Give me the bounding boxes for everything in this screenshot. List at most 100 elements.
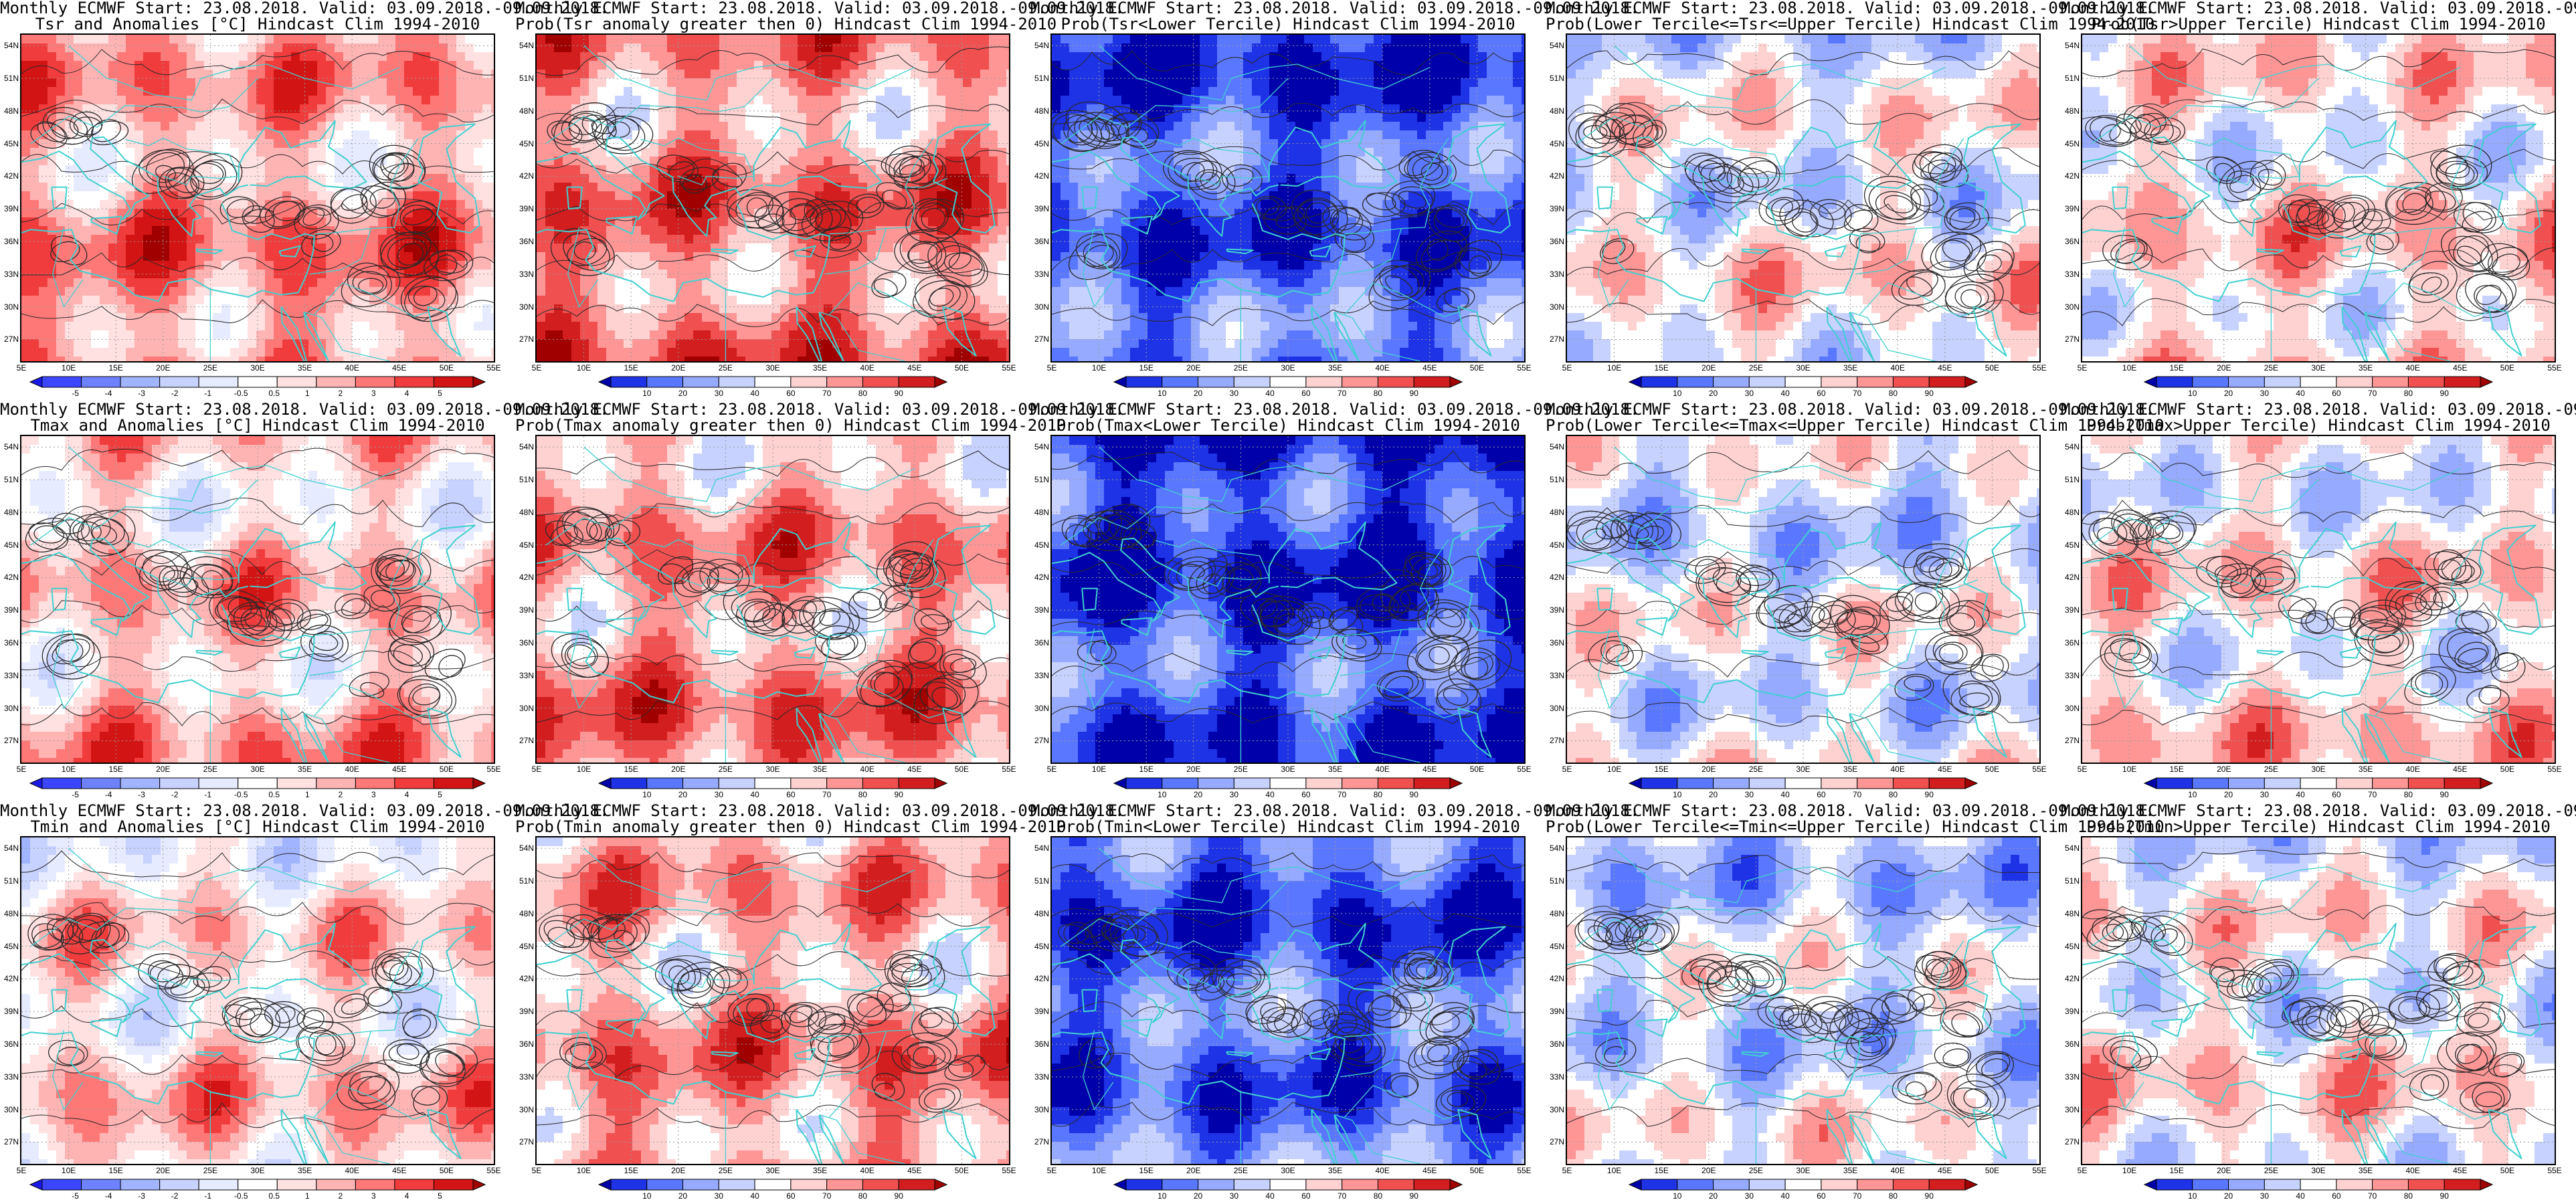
latitude-tick-label: 48N [1546,508,1564,516]
longitude-tick-label: 30E [1796,765,1810,773]
panel-title-line2: Prob(Tsr anomaly greater then 0) Hindcas… [515,16,1056,32]
forecast-panel: Monthly ECMWF Start: 23.08.2018. Valid: … [515,803,1124,1204]
latitude-tick-label: 33N [0,1073,19,1081]
colorbar-label: 10 [642,1192,651,1200]
colorbar-label: -5 [72,1192,79,1200]
colorbar-label: 20 [1709,389,1718,397]
longitude-tick-label: 30E [250,364,264,372]
longitude-tick-label: 45E [392,364,406,372]
colorbar-label: 60 [1817,791,1825,799]
panel-title-line1: Monthly ECMWF Start: 23.08.2018. Valid: … [0,803,609,819]
longitude-tick-label: 25E [2264,1167,2278,1175]
longitude-tick-label: 35E [1843,1167,1857,1175]
latitude-tick-label: 36N [0,639,19,647]
latitude-tick-label: 27N [0,736,19,744]
longitude-tick-label: 10E [62,364,76,372]
colorbar [1113,1179,1463,1191]
latitude-tick-label: 42N [1546,975,1564,983]
colorbar-label: 80 [1889,389,1898,397]
colorbar-label: 5 [438,791,442,799]
latitude-tick-label: 39N [0,205,19,213]
colorbar-label: -0.5 [234,791,248,799]
latitude-tick-label: 51N [1030,74,1049,82]
latitude-tick-label: 30N [1546,303,1564,311]
latitude-tick-label: 36N [0,1040,19,1048]
longitude-tick-label: 15E [624,765,638,773]
forecast-panel: Monthly ECMWF Start: 23.08.2018. Valid: … [2061,803,2576,1204]
latitude-tick-label: 45N [515,541,534,549]
colorbar-label: 70 [822,1192,831,1200]
longitude-tick-label: 55E [1002,364,1016,372]
latitude-tick-label: 51N [1030,476,1049,484]
latitude-tick-label: 51N [515,877,534,885]
forecast-map [20,836,495,1165]
latitude-tick-label: 42N [2061,172,2080,180]
longitude-tick-label: 50E [1470,364,1484,372]
colorbar-label: 90 [1925,791,1934,799]
longitude-tick-label: 10E [1607,1167,1621,1175]
map-svg [2082,436,2555,763]
forecast-map [1566,836,2041,1165]
colorbar-label: 40 [1265,791,1274,799]
panel-title-line2: Tmax and Anomalies [°C] Hindcast Clim 19… [0,417,515,433]
forecast-map [20,435,495,764]
longitude-tick-label: 35E [813,765,827,773]
colorbar-label: 60 [1817,389,1825,397]
colorbar-label: -4 [105,791,112,799]
panel-title-line1: Monthly ECMWF Start: 23.08.2018. Valid: … [1546,401,2154,417]
longitude-tick-label: 25E [1234,1167,1248,1175]
longitude-tick-label: 40E [860,1167,875,1175]
longitude-tick-label: 50E [955,364,969,372]
colorbar [597,376,948,388]
latitude-tick-label: 27N [1030,1138,1049,1146]
colorbar-label: 60 [1301,791,1310,799]
colorbar-label: 5 [438,389,442,397]
longitude-tick-label: 25E [1749,765,1763,773]
longitude-tick-label: 25E [2264,765,2278,773]
colorbar-label: 90 [895,1192,903,1200]
latitude-tick-label: 39N [0,1007,19,1015]
colorbar-label: 10 [1673,389,1681,397]
colorbar-label: -1 [204,1192,211,1200]
latitude-tick-label: 45N [1030,140,1049,148]
latitude-tick-label: 42N [1030,172,1049,180]
colorbar-label: 30 [1745,389,1754,397]
map-svg [1052,837,1524,1164]
longitude-tick-label: 45E [392,1167,406,1175]
latitude-tick-label: 36N [2061,237,2080,245]
colorbar-label: 30 [1745,791,1754,799]
longitude-tick-label: 40E [345,765,359,773]
forecast-map [1050,836,1526,1165]
longitude-tick-label: 45E [907,364,921,372]
forecast-panel: Monthly ECMWF Start: 23.08.2018. Valid: … [515,401,1124,803]
longitude-tick-label: 15E [109,1167,123,1175]
longitude-tick-label: 5E [1047,1167,1057,1175]
longitude-tick-label: 30E [1281,1167,1295,1175]
panel-title-line2: Tmin and Anomalies [°C] Hindcast Clim 19… [0,819,515,835]
panel-title-line2: Prob(Tsr<Lower Tercile) Hindcast Clim 19… [1030,16,1546,32]
forecast-map [535,836,1010,1165]
longitude-tick-label: 15E [2170,1167,2184,1175]
longitude-tick-label: 35E [1328,765,1342,773]
longitude-tick-label: 10E [2122,1167,2136,1175]
forecast-map [535,435,1010,764]
latitude-tick-label: 54N [1030,844,1049,852]
latitude-tick-label: 36N [1030,237,1049,245]
latitude-tick-label: 45N [1546,942,1564,950]
latitude-tick-label: 30N [2061,303,2080,311]
longitude-tick-label: 55E [1002,1167,1016,1175]
colorbar-label: 20 [1194,1192,1202,1200]
colorbar-label: 90 [1410,1192,1418,1200]
shaded-field [2082,35,2555,361]
colorbar-label: 10 [2188,791,2197,799]
latitude-tick-label: 42N [515,172,534,180]
latitude-tick-label: 33N [2061,1073,2080,1081]
longitude-tick-label: 40E [860,765,875,773]
latitude-tick-label: 45N [1546,541,1564,549]
longitude-tick-label: 50E [440,765,454,773]
longitude-tick-label: 10E [1607,765,1621,773]
colorbar-label: 40 [1265,389,1274,397]
forecast-map [1566,33,2041,363]
longitude-tick-label: 20E [156,364,170,372]
longitude-tick-label: 5E [2078,765,2088,773]
